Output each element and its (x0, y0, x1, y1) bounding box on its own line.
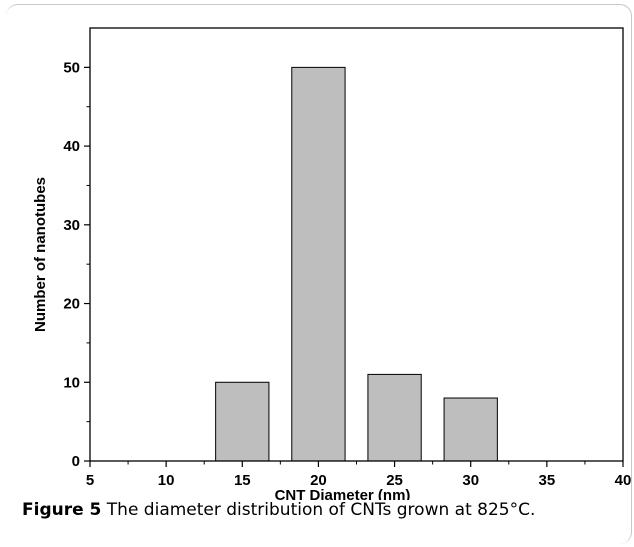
plot-area-frame (89, 27, 624, 462)
bar-25 (367, 373, 422, 462)
y-tick-label: 30 (63, 217, 80, 234)
x-tick-label: 5 (86, 472, 94, 489)
bar-15 (215, 381, 270, 462)
x-tick-label: 30 (462, 472, 479, 489)
bar-20 (291, 66, 346, 462)
y-tick-label: 10 (63, 374, 80, 391)
x-axis-label: CNT Diameter (nm) (275, 487, 411, 500)
caption-label: Figure 5 (22, 500, 102, 520)
x-tick-label: 40 (615, 472, 632, 489)
y-axis-label: Number of nanotubes (32, 177, 49, 332)
bars-group (215, 66, 498, 462)
figure-frame (6, 4, 632, 544)
histogram-chart: 5 10 15 20 25 30 35 40 0 10 20 30 40 50 CNT Diameter … (32, 27, 632, 500)
y-tick-label: 40 (63, 138, 80, 155)
x-tick-label: 20 (310, 472, 327, 489)
y-tick-label: 20 (63, 296, 80, 313)
figure-caption: Figure 5 The diameter distribution of CN… (22, 500, 622, 520)
x-tick-label: 15 (234, 472, 251, 489)
y-tick-label: 50 (63, 59, 80, 76)
bar-30 (443, 397, 498, 462)
axes-group: 5 10 15 20 25 30 35 40 0 10 20 30 40 50 (63, 27, 632, 489)
x-tick-label: 10 (158, 472, 175, 489)
x-tick-label: 35 (539, 472, 556, 489)
y-tick-label: 0 (72, 453, 80, 470)
x-tick-label: 25 (386, 472, 403, 489)
caption-text: The diameter distribution of CNTs grown … (106, 500, 536, 520)
